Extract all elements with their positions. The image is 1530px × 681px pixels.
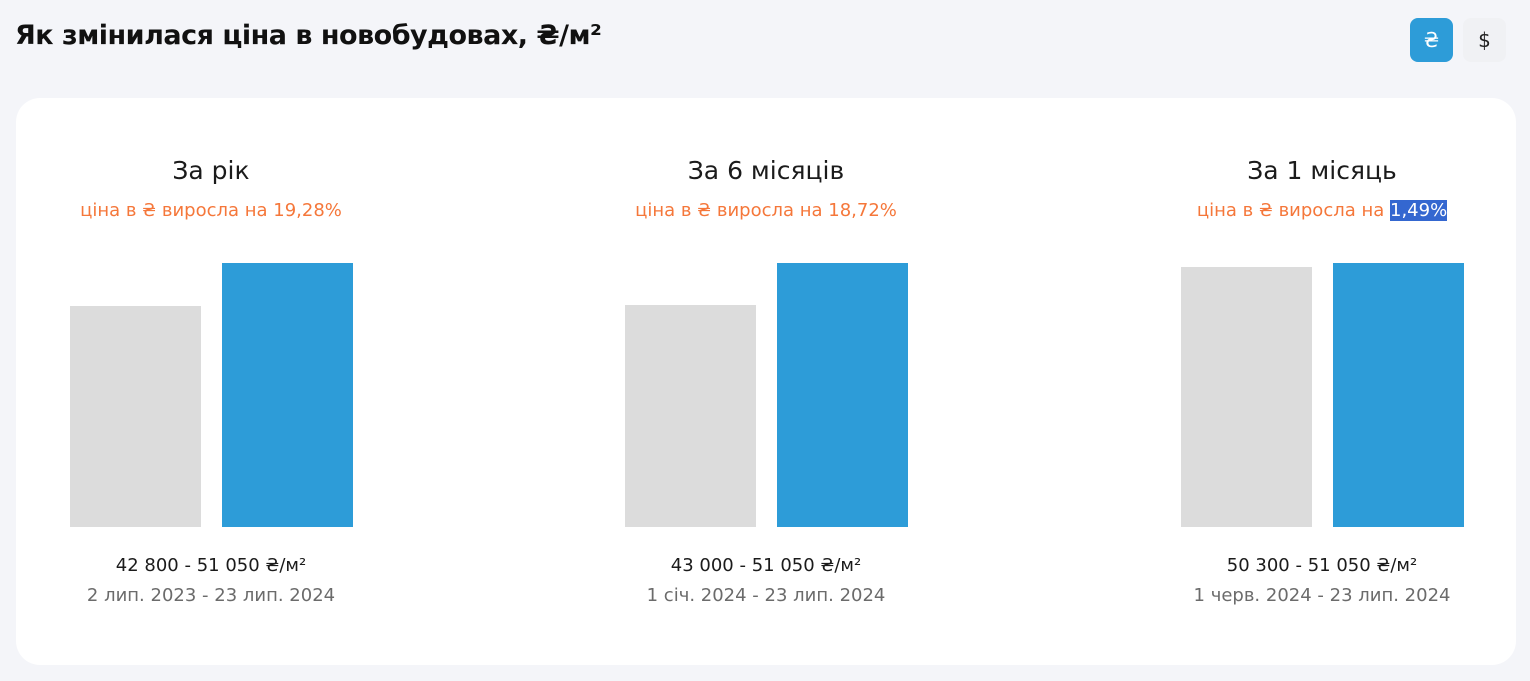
price-range: 50 300 - 51 050 ₴/м² <box>1226 555 1418 576</box>
currency-button[interactable]: $ <box>1463 18 1506 62</box>
subtitle-text: ціна в ₴ виросла на <box>80 200 268 221</box>
date-range: 1 січ. 2024 - 23 лип. 2024 <box>646 585 886 606</box>
page-title: Як змінилася ціна в новобудовах, ₴/м² <box>15 20 602 51</box>
panel-subtitle: ціна в ₴ виросла на 18,72% <box>536 200 996 221</box>
subtitle-text: ціна в ₴ виросла на <box>635 200 823 221</box>
subtitle-text: ціна в ₴ виросла на <box>1196 200 1385 221</box>
change-percent: 1,49% <box>1390 200 1448 221</box>
bar <box>776 263 908 527</box>
date-range: 2 лип. 2023 - 23 лип. 2024 <box>86 585 336 606</box>
change-percent: 18,72% <box>828 200 897 221</box>
bar <box>221 263 353 527</box>
change-percent: 19,28% <box>273 200 342 221</box>
panel-title: За 1 місяць <box>1247 156 1397 185</box>
bar <box>1180 266 1312 527</box>
panel-title: За 6 місяців <box>687 156 845 185</box>
bar <box>1332 263 1464 527</box>
date-range: 1 черв. 2024 - 23 лип. 2024 <box>1193 585 1451 606</box>
panel-subtitle: ціна в ₴ виросла на 19,28% <box>0 200 441 221</box>
bar <box>69 305 201 527</box>
panel-title: За рік <box>172 156 250 185</box>
currency-button[interactable]: ₴ <box>1410 18 1453 62</box>
panel-subtitle: ціна в ₴ виросла на 1,49% <box>1092 200 1530 221</box>
bar <box>624 304 756 527</box>
price-range: 42 800 - 51 050 ₴/м² <box>115 555 307 576</box>
price-range: 43 000 - 51 050 ₴/м² <box>670 555 862 576</box>
